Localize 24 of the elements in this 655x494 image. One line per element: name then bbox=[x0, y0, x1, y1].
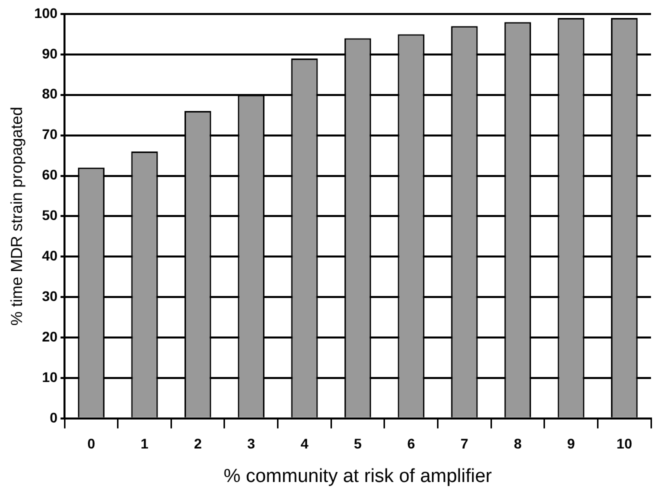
y-axis-title: % time MDR strain propagated bbox=[9, 106, 26, 326]
y-tick-label: 40 bbox=[42, 248, 58, 264]
x-tick-label: 8 bbox=[514, 436, 522, 452]
x-tick-label: 10 bbox=[616, 436, 632, 452]
x-tick-label: 0 bbox=[87, 436, 96, 452]
y-tick-label: 20 bbox=[42, 328, 58, 344]
y-tick-label: 80 bbox=[42, 86, 58, 102]
y-tick-label: 90 bbox=[42, 45, 58, 62]
x-tick-label: 4 bbox=[300, 436, 309, 452]
y-tick-label: 60 bbox=[42, 166, 58, 183]
x-axis-title: % community at risk of amplifier bbox=[224, 466, 493, 487]
y-tick-label: 50 bbox=[42, 207, 58, 224]
x-tick-label: 7 bbox=[460, 436, 469, 452]
x-tick-label: 3 bbox=[247, 436, 256, 452]
x-tick-label: 5 bbox=[354, 436, 362, 452]
y-tick-label: 70 bbox=[42, 126, 58, 142]
x-tick-label: 1 bbox=[140, 436, 149, 452]
x-tick-label: 6 bbox=[407, 436, 416, 452]
y-tick-label: 30 bbox=[42, 288, 58, 304]
x-tick-label: 9 bbox=[567, 436, 576, 452]
y-tick-label: 0 bbox=[50, 409, 58, 426]
y-tick-label: 10 bbox=[42, 368, 58, 385]
y-tick-label: 100 bbox=[34, 4, 58, 21]
x-tick-label: 2 bbox=[194, 436, 202, 452]
